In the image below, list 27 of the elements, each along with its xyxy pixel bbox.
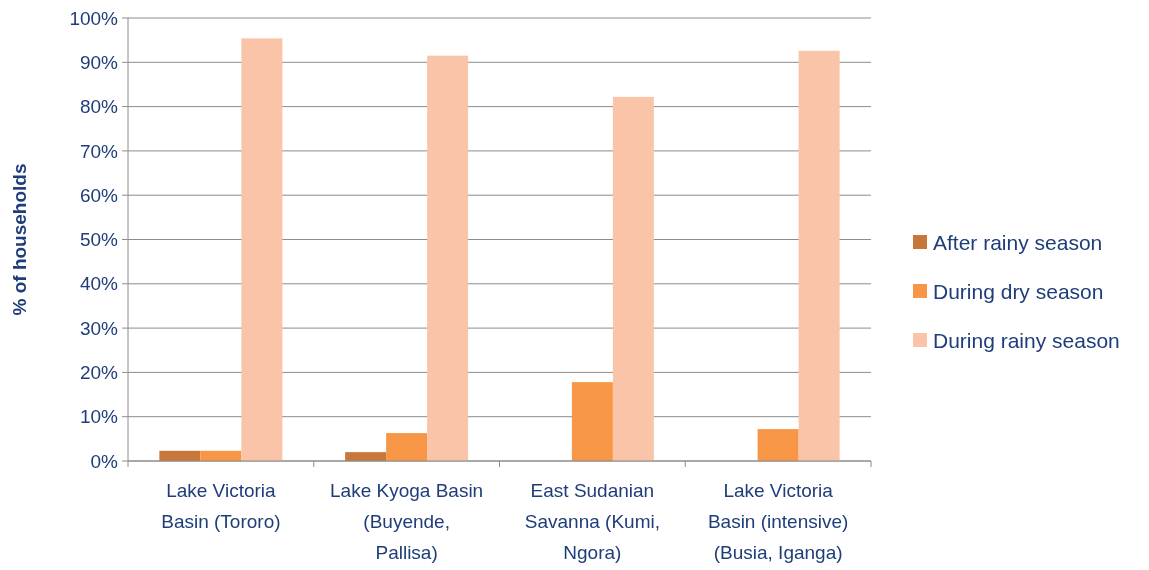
y-axis-title: % of households [9, 163, 30, 316]
bar [386, 433, 428, 461]
legend-label: During dry season [933, 280, 1104, 304]
x-tick-label: Lake Victoria Basin (intensive) (Busia, Iganga) [707, 480, 849, 563]
x-tick-label: Lake Victoria Basin (Tororo) [161, 480, 281, 532]
x-tick-label: East Sudanian Savanna (Kumi, Ngora) [524, 480, 660, 563]
legend-label: After rainy season [933, 231, 1103, 255]
y-tick-label: 70% [79, 140, 119, 162]
y-tick-label: 0% [90, 450, 119, 472]
y-tick-label: 40% [79, 273, 119, 295]
bar [612, 96, 654, 461]
y-tick-label: 20% [79, 362, 119, 384]
x-tick-label: Lake Kyoga Basin (Buyende, Pallisa) [330, 480, 484, 563]
bar [798, 50, 840, 461]
y-tick-label: 80% [79, 96, 119, 118]
bar [757, 429, 799, 461]
bar [427, 55, 469, 461]
y-tick-label: 30% [79, 317, 119, 339]
bar [571, 382, 613, 461]
y-tick-label: 50% [79, 229, 119, 251]
legend-label: During rainy season [933, 329, 1120, 353]
y-tick-label: 60% [79, 184, 119, 206]
bar [241, 38, 283, 461]
y-tick-label: 100% [69, 7, 119, 29]
y-tick-label: 90% [79, 51, 119, 73]
bar [345, 452, 387, 461]
y-tick-label: 10% [79, 406, 119, 428]
